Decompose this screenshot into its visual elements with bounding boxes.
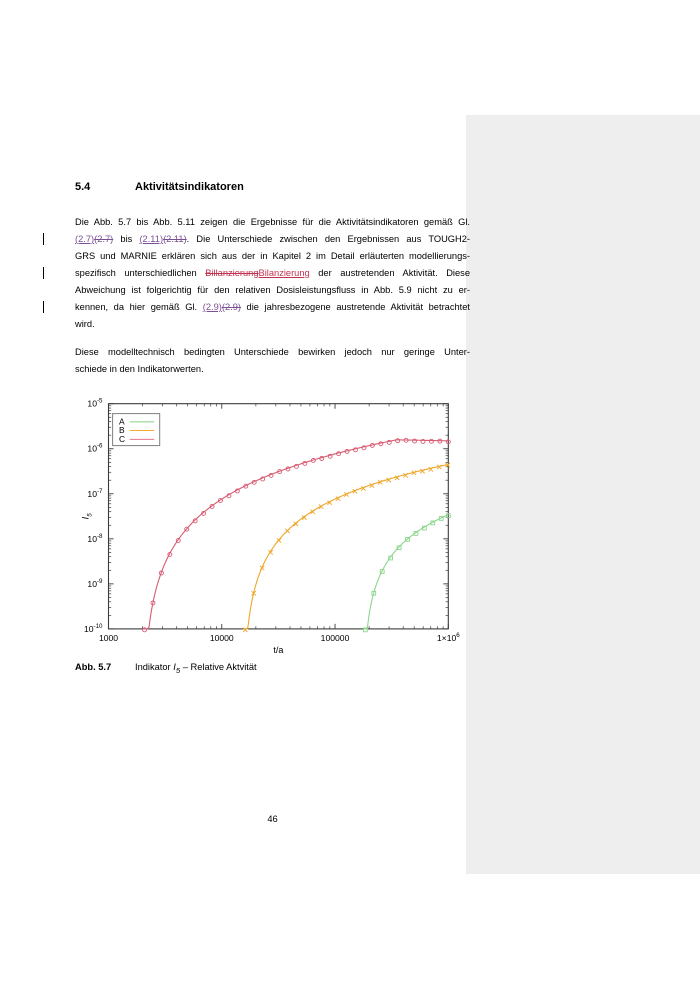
svg-text:1×106: 1×106 (437, 632, 460, 643)
svg-text:10-9: 10-9 (87, 578, 103, 589)
svg-text:I5: I5 (81, 513, 94, 520)
svg-text:C: C (119, 434, 125, 444)
svg-text:10-8: 10-8 (87, 533, 103, 544)
svg-text:1000: 1000 (99, 633, 118, 643)
svg-text:10-5: 10-5 (87, 398, 103, 409)
svg-text:10-6: 10-6 (87, 443, 103, 454)
svg-text:t/a: t/a (273, 645, 283, 655)
svg-text:10000: 10000 (210, 633, 234, 643)
svg-text:10-7: 10-7 (87, 488, 103, 499)
svg-text:100000: 100000 (321, 633, 350, 643)
